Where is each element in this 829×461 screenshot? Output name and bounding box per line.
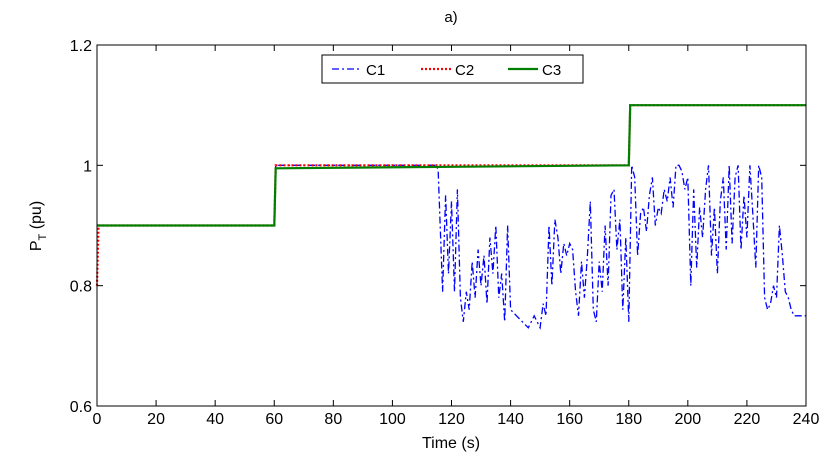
- y-axis-label-main: P: [28, 240, 45, 251]
- series-line-c1: [97, 164, 806, 331]
- y-tick-label: 0.8: [70, 279, 92, 296]
- x-tick-label: 200: [674, 411, 701, 428]
- x-tick-label: 140: [497, 411, 524, 428]
- x-tick-label: 0: [93, 411, 102, 428]
- x-tick-label: 180: [615, 411, 642, 428]
- x-tick-label: 100: [379, 411, 406, 428]
- tick-layer: 0 20 40 60 80 100 120 140 160 180 200 220 240 0.6 0.8 1…: [70, 38, 820, 428]
- legend-box: [321, 54, 584, 84]
- x-tick-label: 40: [206, 411, 224, 428]
- y-axis-label-subscript: T: [37, 233, 49, 240]
- legend-label-c2: C2: [455, 62, 474, 79]
- y-tick-label: 1.2: [70, 38, 92, 55]
- y-axis-label-unit: (pu): [28, 201, 45, 234]
- y-tick-label: 0.6: [70, 399, 92, 416]
- x-tick-label: 120: [438, 411, 465, 428]
- x-tick-label: 80: [324, 411, 342, 428]
- x-tick-label: 20: [147, 411, 165, 428]
- y-axis-label: PT (pu): [28, 201, 49, 251]
- x-tick-label: 160: [556, 411, 583, 428]
- legend-label-c1: C1: [366, 62, 385, 79]
- legend-label-c3: C3: [542, 62, 561, 79]
- series-line-c3: [97, 104, 806, 227]
- x-tick-label: 240: [793, 411, 820, 428]
- legend: C1 C2 C3: [321, 54, 584, 84]
- series-line-c2: [95, 104, 806, 286]
- x-tick-label: 60: [265, 411, 283, 428]
- x-tick-label: 220: [734, 411, 761, 428]
- y-tick-label: 1: [83, 158, 92, 175]
- series-layer: [95, 104, 806, 331]
- x-axis-label: Time (s): [422, 435, 480, 452]
- chart-title: a): [444, 9, 457, 26]
